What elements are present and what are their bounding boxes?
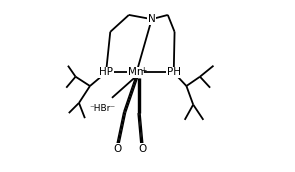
Text: HP: HP <box>99 67 113 77</box>
Text: Mn: Mn <box>128 67 143 77</box>
Text: ⁻HBr⁻: ⁻HBr⁻ <box>90 104 116 113</box>
Text: +: + <box>140 66 147 75</box>
Text: O: O <box>138 144 147 154</box>
Text: N: N <box>148 14 155 24</box>
Text: PH: PH <box>167 67 181 77</box>
Text: O: O <box>113 144 121 154</box>
